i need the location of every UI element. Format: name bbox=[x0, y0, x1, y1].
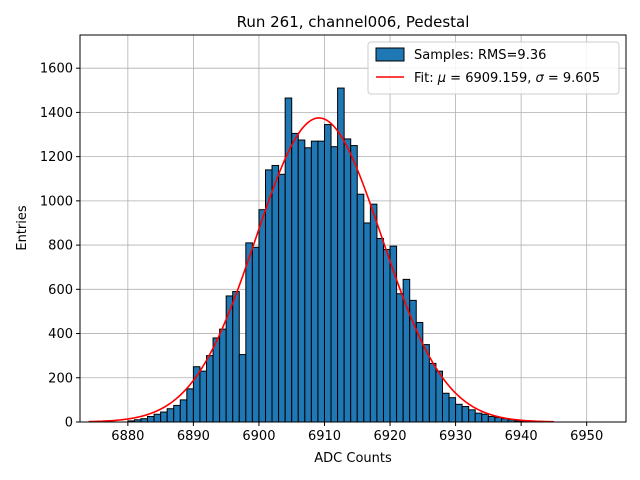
histogram-bar bbox=[245, 242, 253, 423]
x-tick-label: 6890 bbox=[177, 429, 210, 444]
chart-title: Run 261, channel006, Pedestal bbox=[237, 13, 470, 31]
y-axis-label: Entries bbox=[15, 205, 30, 251]
histogram-bar bbox=[435, 370, 443, 423]
histogram-bar bbox=[297, 139, 306, 423]
y-tick-label: 200 bbox=[48, 371, 73, 386]
histogram-bar bbox=[461, 406, 470, 423]
histogram-bar bbox=[317, 140, 325, 423]
histogram-bar bbox=[173, 404, 181, 423]
x-axis-label: ADC Counts bbox=[314, 451, 392, 466]
plot-frame bbox=[79, 34, 627, 423]
histogram-bar bbox=[278, 173, 286, 423]
y-axis-ticks: 0 200 400 600 800 1000 1200 1400 1600 bbox=[40, 62, 80, 431]
histogram-bar bbox=[225, 295, 234, 423]
histogram-bar bbox=[251, 246, 260, 423]
histogram-bar bbox=[238, 354, 247, 423]
histogram-bar bbox=[363, 222, 371, 423]
histogram-bar bbox=[323, 124, 332, 423]
x-tick-label: 6930 bbox=[439, 429, 472, 444]
x-tick-label: 6940 bbox=[505, 429, 538, 444]
y-tick-label: 1400 bbox=[40, 106, 73, 121]
histogram-bar bbox=[494, 417, 502, 423]
histogram-bar bbox=[382, 249, 391, 423]
histogram-bar bbox=[160, 411, 168, 423]
y-tick-label: 0 bbox=[65, 416, 73, 431]
legend-bar-swatch bbox=[375, 47, 405, 62]
histogram-bar bbox=[153, 413, 162, 423]
histogram-bar bbox=[441, 392, 450, 423]
legend-fit-sigma-value: = 9.605 bbox=[544, 71, 600, 86]
histogram-bar bbox=[166, 408, 175, 423]
histogram-bar bbox=[271, 164, 280, 423]
legend-fit-mu-symbol: μ bbox=[437, 71, 446, 86]
y-tick-label: 600 bbox=[48, 283, 73, 298]
legend-fit-prefix: Fit: bbox=[414, 71, 438, 86]
histogram-bar bbox=[487, 415, 496, 423]
x-tick-label: 6880 bbox=[111, 429, 144, 444]
histogram-bar bbox=[258, 209, 266, 423]
x-tick-label: 6900 bbox=[242, 429, 275, 444]
legend: Samples: RMS=9.36 Fit: μ = 6909.159, σ =… bbox=[367, 41, 620, 95]
x-tick-label: 6950 bbox=[570, 429, 603, 444]
histogram-bar bbox=[179, 399, 188, 423]
histogram-bar bbox=[304, 147, 312, 423]
histogram-bar bbox=[356, 193, 365, 423]
y-tick-label: 1600 bbox=[40, 62, 73, 77]
histogram-bar bbox=[291, 132, 299, 423]
histogram-bar bbox=[310, 140, 319, 423]
histogram-bar bbox=[350, 145, 358, 423]
histogram-bar bbox=[396, 293, 404, 423]
histogram-bar bbox=[330, 146, 339, 423]
x-axis-ticks: 6880 6890 6900 6910 6920 6930 6940 6950 bbox=[111, 422, 603, 444]
legend-samples-label: Samples: RMS=9.36 bbox=[414, 48, 546, 63]
x-tick-label: 6920 bbox=[373, 429, 406, 444]
y-tick-label: 400 bbox=[48, 327, 73, 342]
gaussian-fit-curve bbox=[88, 117, 554, 423]
y-tick-label: 1000 bbox=[40, 194, 73, 209]
histogram-bar bbox=[428, 362, 437, 423]
histogram-bar bbox=[448, 397, 457, 423]
histogram-bars bbox=[127, 87, 548, 423]
histogram-bar bbox=[199, 370, 208, 423]
y-tick-label: 800 bbox=[48, 239, 73, 254]
legend-box bbox=[367, 41, 620, 95]
x-tick-label: 6910 bbox=[308, 429, 341, 444]
histogram-bar bbox=[369, 203, 378, 423]
histogram-bar bbox=[474, 412, 483, 423]
histogram-bar bbox=[212, 337, 221, 423]
histogram-bar bbox=[376, 237, 384, 423]
histogram-bar bbox=[186, 388, 194, 423]
histogram-bar bbox=[219, 328, 227, 423]
histogram-bar bbox=[206, 355, 214, 423]
histogram-bar bbox=[455, 403, 463, 423]
histogram-bar bbox=[481, 413, 489, 423]
histogram-bar bbox=[343, 138, 352, 423]
legend-fit-sigma-symbol: σ bbox=[536, 71, 545, 86]
legend-fit-mu-value: = 6909.159, bbox=[446, 71, 535, 86]
histogram-bar bbox=[232, 291, 240, 423]
legend-fit-label: Fit: μ = 6909.159, σ = 9.605 bbox=[414, 71, 600, 86]
histogram-bar bbox=[468, 409, 476, 423]
y-tick-label: 1200 bbox=[40, 150, 73, 165]
histogram-bar bbox=[147, 415, 155, 423]
